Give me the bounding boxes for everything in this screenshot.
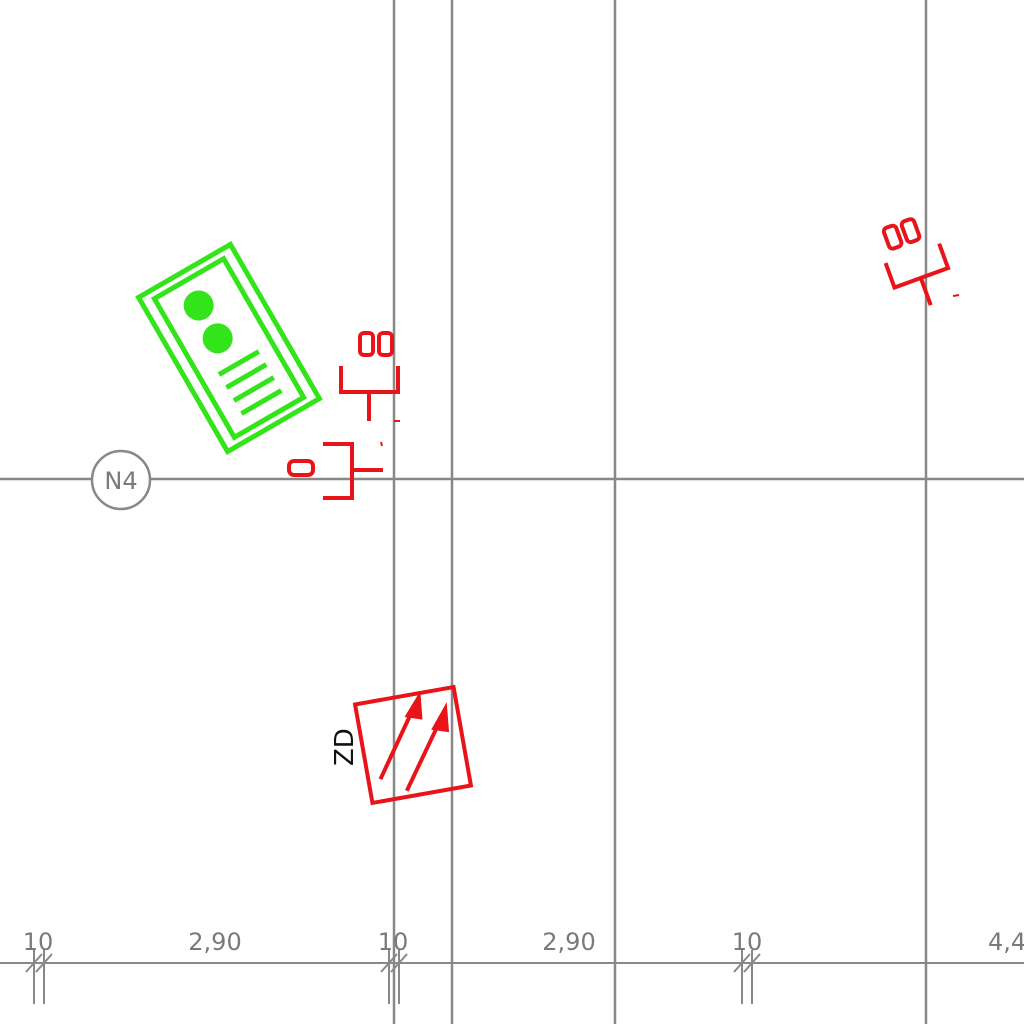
dimension-label: 10 [23, 928, 54, 956]
sign-arrow-shaft [378, 708, 415, 781]
ped-lamp-right [899, 217, 922, 245]
side-bracket [323, 442, 354, 500]
dimension-tick [743, 953, 761, 973]
ped-lamp-left [358, 331, 375, 357]
signal-lamp-1 [183, 290, 214, 321]
dimension-label: 4,4 [988, 928, 1024, 956]
dimension-tick [733, 953, 751, 973]
grid-axis-bubble: N4 [90, 449, 152, 511]
dimension-label: 10 [378, 928, 409, 956]
single-lamp-signal-icon [287, 442, 383, 500]
dimension-labels: 10 2,90 10 2,90 10 4,4 [23, 928, 1024, 956]
traffic-signal-head-icon [135, 241, 323, 455]
signal-head-outer [135, 241, 323, 455]
grid-axis-circle [90, 449, 152, 511]
signal-bar [217, 349, 261, 377]
ped-lamp-left [881, 223, 904, 251]
signal-bar [232, 375, 276, 403]
stray-mark [952, 294, 960, 297]
ped-post [918, 277, 933, 306]
direction-arrows-sign-icon [352, 684, 474, 806]
signal-lamp-2 [202, 323, 233, 354]
dimension-tick [25, 953, 43, 973]
sign-arrow-shaft [405, 721, 442, 792]
dimension-tick [35, 953, 53, 973]
side-lamp [287, 459, 315, 477]
dimension-tick [390, 953, 408, 973]
grid-axis-label: N4 [104, 467, 137, 495]
dimension-label: 2,90 [542, 928, 595, 956]
signal-head-inner [150, 255, 308, 441]
dimension-label: 2,90 [188, 928, 241, 956]
sign-label: ZD [330, 728, 360, 766]
ped-bracket [339, 366, 400, 394]
sign-arrow-head [431, 702, 450, 733]
ped-bracket [883, 242, 951, 291]
pedestrian-signal-icon [339, 331, 400, 447]
ped-lamp-right [377, 331, 394, 357]
signal-bar [240, 388, 283, 416]
dimension-chain [0, 950, 1024, 1004]
ped-mark [380, 441, 383, 447]
signal-bar [225, 362, 268, 390]
dimension-tick [380, 953, 398, 973]
dimension-label: 10 [732, 928, 763, 956]
sign-arrow-head [404, 690, 423, 720]
sign-frame [352, 684, 474, 806]
pedestrian-signal-icon [881, 217, 951, 306]
